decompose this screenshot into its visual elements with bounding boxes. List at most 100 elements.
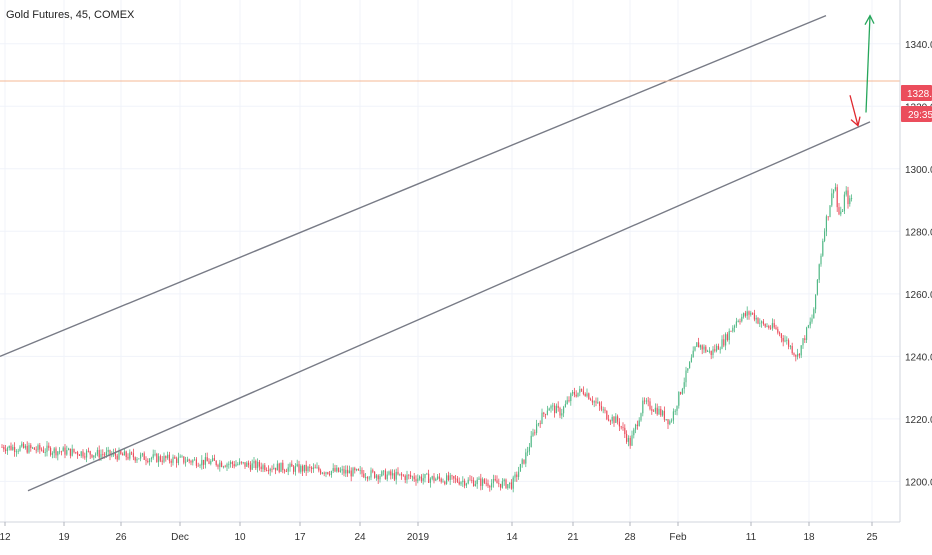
candle-body: [505, 479, 507, 489]
candle-body: [626, 434, 628, 442]
candle-body: [527, 451, 529, 453]
candle-body: [23, 443, 25, 448]
candle-body: [77, 452, 79, 455]
arrow-up-icon[interactable]: [864, 14, 875, 113]
candle-body: [656, 407, 658, 415]
candle-body: [395, 471, 397, 480]
candle-body: [815, 294, 817, 310]
candle-body: [408, 474, 410, 476]
channel-lower-line[interactable]: [27, 121, 871, 492]
candle-body: [777, 329, 779, 333]
candle-body: [703, 346, 705, 350]
candle-body: [15, 451, 17, 453]
candle-body: [417, 478, 419, 482]
candle-body: [357, 469, 359, 471]
time-tick-label: 18: [803, 532, 815, 543]
candle-body: [102, 454, 104, 455]
time-axis[interactable]: 12 19 26 Dec 10 17 24 2019 14 21 28 Feb 11 18 25: [0, 522, 878, 543]
candle-body: [368, 477, 370, 479]
candle-body: [680, 391, 682, 394]
candle-body: [174, 457, 176, 459]
candle-body: [75, 452, 77, 453]
candle-body: [311, 467, 313, 470]
candle-body: [129, 452, 131, 459]
candle-body: [321, 472, 323, 474]
candle-body: [24, 445, 26, 448]
candle-body: [750, 312, 752, 315]
candle-body: [737, 321, 739, 322]
candle-body: [471, 480, 473, 481]
candle-body: [150, 457, 152, 460]
candle-body: [773, 323, 775, 328]
candle-body: [811, 318, 813, 322]
candle-body: [305, 464, 307, 472]
candle-body: [744, 313, 746, 316]
candle-body: [554, 405, 556, 414]
channel-upper-line[interactable]: [0, 14, 827, 357]
candle-body: [3, 447, 5, 450]
price-tick-label: 1340.0: [905, 40, 932, 51]
candle-body: [336, 467, 338, 472]
candle-body: [568, 400, 570, 402]
candle-body: [105, 451, 107, 456]
candle-body: [755, 317, 757, 320]
candle-body: [564, 404, 566, 408]
candle-body: [768, 326, 770, 328]
candle-body: [302, 466, 304, 472]
candle-body: [201, 459, 203, 466]
candle-body: [624, 427, 626, 435]
candle-body: [66, 450, 68, 455]
candle-body: [39, 445, 41, 450]
candle-body: [741, 316, 743, 322]
candle-body: [114, 452, 116, 456]
candle-body: [53, 448, 55, 454]
candle-body: [678, 391, 680, 406]
candle-body: [681, 388, 683, 394]
candle-body: [442, 481, 444, 483]
candle-body: [285, 471, 287, 473]
candle-body: [485, 482, 487, 484]
candle-body: [581, 388, 583, 391]
candle-body: [307, 466, 309, 472]
candle-body: [552, 405, 554, 407]
candle-body: [748, 311, 750, 315]
drawing-layer[interactable]: [0, 14, 900, 492]
candle-body: [183, 456, 185, 463]
candle-body: [447, 475, 449, 481]
candle-body: [251, 463, 253, 470]
candle-body: [507, 484, 509, 489]
candle-body: [608, 419, 610, 421]
candle-body: [294, 466, 296, 472]
candle-body: [617, 416, 619, 422]
candle-body: [458, 481, 460, 485]
grid-layer: [0, 0, 900, 522]
candle-body: [645, 400, 647, 402]
candle-body: [503, 479, 505, 482]
candle-body: [266, 470, 268, 471]
candle-body: [95, 454, 97, 456]
candle-body: [764, 323, 766, 327]
candle-body: [156, 453, 158, 463]
candle-body: [516, 474, 518, 477]
candle-body: [451, 475, 453, 477]
candle-body: [226, 464, 228, 467]
candle-body: [123, 451, 125, 456]
candle-body: [208, 461, 210, 464]
candle-body: [845, 190, 847, 195]
candle-body: [273, 467, 275, 470]
candle-body: [431, 476, 433, 479]
candle-body: [107, 450, 109, 452]
candle-body: [379, 476, 381, 480]
candle-body: [354, 468, 356, 471]
candle-body: [195, 459, 197, 466]
time-tick-label: Dec: [171, 532, 189, 543]
candle-body: [19, 446, 21, 451]
candle-body: [712, 349, 714, 355]
candle-body: [820, 255, 822, 265]
candle-body: [145, 459, 147, 461]
candle-body: [312, 467, 314, 470]
arrow-down-icon[interactable]: [849, 95, 861, 127]
candle-body: [761, 321, 763, 323]
candle-body: [141, 453, 143, 455]
